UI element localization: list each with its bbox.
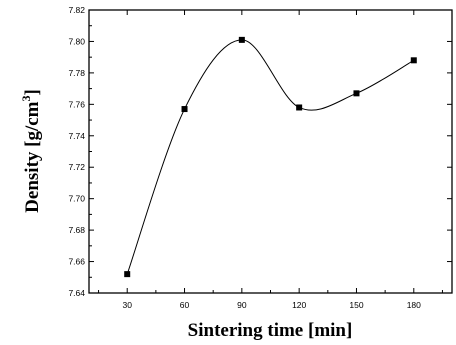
plot-frame (88, 9, 453, 294)
x-tick-label: 180 (407, 300, 421, 310)
x-axis-ticks: 30 60 90 120 150 180 (98, 10, 443, 310)
y-axis-title: Density [g/cm3] (19, 89, 43, 213)
y-axis-title-close: ] (22, 89, 43, 95)
y-tick-label: 7.64 (68, 288, 85, 298)
y-tick-label: 7.72 (68, 162, 85, 172)
data-point-marker (353, 90, 360, 97)
density-curve (126, 39, 415, 275)
y-axis-title-main: Density [g/cm (22, 101, 43, 213)
x-tick-label: 30 (122, 300, 132, 310)
data-point-marker (238, 36, 245, 43)
y-tick-label: 7.68 (68, 225, 85, 235)
data-point-marker (296, 104, 303, 111)
y-tick-label: 7.82 (68, 5, 85, 15)
y-tick-label: 7.80 (68, 36, 85, 46)
data-point-marker (410, 57, 417, 64)
y-axis-ticks: 7.64 7.66 7.68 7.70 7.72 7.74 7.76 7.78 7.80 7.82 (68, 5, 452, 298)
x-tick-label: 120 (292, 300, 306, 310)
x-tick-label: 150 (349, 300, 363, 310)
data-point-marker (181, 106, 188, 113)
y-tick-label: 7.78 (68, 68, 85, 78)
x-tick-label: 60 (180, 300, 190, 310)
y-axis-title-superscript: 3 (19, 95, 33, 101)
data-markers (124, 36, 417, 278)
y-tick-label: 7.76 (68, 99, 85, 109)
x-axis-title: Sintering time [min] (188, 320, 353, 341)
y-tick-label: 7.66 (68, 257, 85, 267)
y-tick-label: 7.74 (68, 131, 85, 141)
data-point-marker (124, 271, 131, 278)
y-tick-label: 7.70 (68, 194, 85, 204)
x-tick-label: 90 (237, 300, 247, 310)
